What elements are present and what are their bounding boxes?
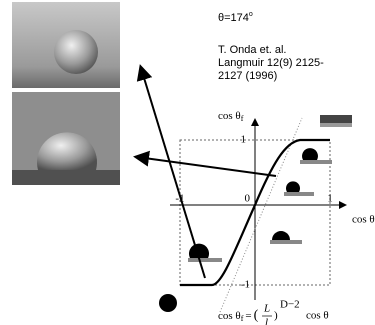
formula-den: l [265, 317, 268, 325]
figure: θ=174o T. Onda et. al. Langmuir 12(9) 21… [0, 0, 375, 325]
x-label: cos θ [352, 214, 375, 226]
formula-num: L [263, 303, 270, 315]
y-tick-label: -1 [241, 279, 250, 291]
citation: 2127 (1996) [218, 70, 277, 82]
text: f [241, 314, 244, 323]
formula-close: ) [274, 310, 278, 322]
formula: cos θf=( [218, 308, 259, 323]
page: θ=174o T. Onda et. al. Langmuir 12(9) 21… [0, 0, 375, 325]
formula-rhs: cos θ [306, 310, 329, 322]
text: f [241, 114, 244, 123]
citation: T. Onda et. al. [218, 44, 286, 56]
citation: Langmuir 12(9) 2125- [218, 57, 324, 69]
diagonal [220, 118, 302, 312]
text: θ=174 [218, 12, 249, 24]
text: = [245, 310, 251, 322]
y-tick-label: 0 [245, 193, 251, 205]
y-tick-label: 1 [241, 134, 247, 146]
y-label: cos θf [218, 110, 244, 123]
text: cos θ [218, 110, 241, 122]
formula-exponent: D−2 [280, 299, 300, 311]
arrow [141, 68, 205, 278]
text: ( [254, 308, 259, 323]
x-tick-label: 1 [327, 193, 333, 205]
text: cos θ [218, 310, 241, 322]
text: o [249, 11, 253, 18]
surface [12, 170, 120, 185]
angle: θ=174o [218, 11, 253, 24]
droplet [54, 30, 98, 74]
